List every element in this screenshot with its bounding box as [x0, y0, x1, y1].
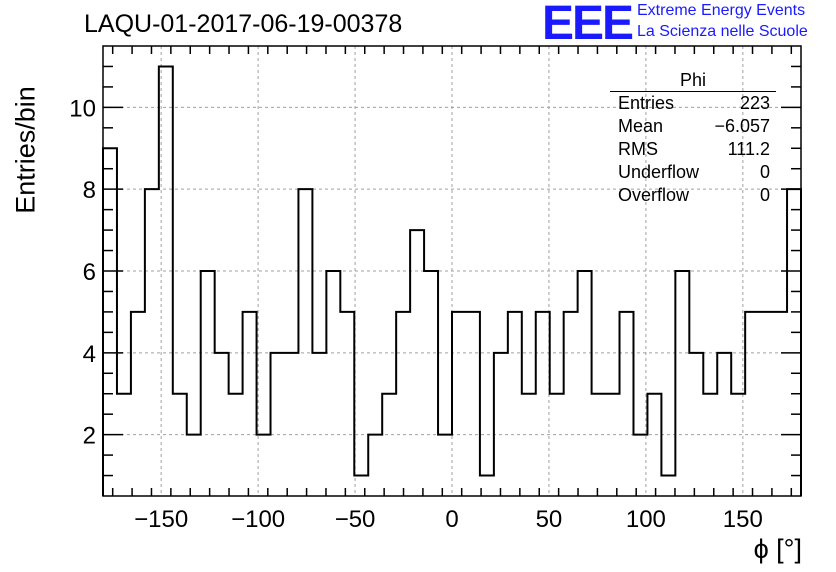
histogram-bin [717, 353, 731, 496]
histogram-bin [703, 394, 717, 496]
histogram-line [102, 65, 802, 496]
histogram-bin [243, 312, 257, 496]
histogram-bin [592, 394, 606, 496]
stats-row-overflow: Overflow 0 [610, 184, 776, 207]
histogram-bin [759, 312, 773, 496]
histogram-bin [159, 66, 173, 496]
histogram-bin [396, 312, 410, 496]
histogram-bin [424, 271, 438, 496]
histogram-series [102, 65, 802, 496]
histogram-bin [354, 476, 368, 496]
histogram-bin [466, 312, 480, 496]
histogram-bin [452, 312, 466, 496]
histogram-bin [284, 353, 298, 496]
stats-label: Overflow [618, 185, 690, 205]
histogram-bin [326, 271, 340, 496]
histogram-bin [201, 271, 215, 496]
histogram-bin [494, 353, 508, 496]
x-tick-label: −50 [335, 506, 376, 533]
histogram-bin [689, 353, 703, 496]
stats-value: 223 [739, 93, 770, 113]
histogram-bin [131, 312, 145, 496]
logo-line-2: La Scienza nelle Scuole [637, 23, 808, 40]
stats-value: 111.2 [727, 139, 770, 159]
histogram-bin [103, 148, 117, 496]
histogram-bin [298, 189, 312, 496]
histogram-bin [787, 189, 801, 496]
histogram-bin [229, 394, 243, 496]
histogram-bin [745, 312, 759, 496]
histogram-bin [550, 394, 564, 496]
stats-box: Phi Entries 223 Mean −6.057 RMS 111.2 Under… [610, 70, 776, 207]
x-tick-label: −150 [134, 506, 188, 533]
eee-logo-mark: EEE [542, 0, 634, 50]
stats-row-rms: RMS 111.2 [610, 138, 776, 161]
y-tick-label: 8 [83, 177, 96, 204]
axis-ticks [103, 46, 801, 496]
stats-label: RMS [618, 139, 658, 159]
x-tick-label: 0 [445, 506, 458, 533]
y-tick-label: 10 [69, 95, 96, 122]
histogram-bin [145, 189, 159, 496]
histogram-bin [773, 312, 787, 496]
histogram-bin [382, 394, 396, 496]
stats-value: −6.057 [714, 116, 770, 136]
stats-label: Mean [618, 116, 664, 136]
histogram-bin [578, 271, 592, 496]
histogram-bin [522, 394, 536, 496]
y-tick-label: 6 [83, 259, 96, 286]
histogram-bin [564, 312, 578, 496]
chart-title: LAQU-01-2017-06-19-00378 [84, 10, 403, 38]
histogram-bin [312, 353, 326, 496]
histogram-bin [215, 353, 229, 496]
x-tick-label: 50 [536, 506, 563, 533]
histogram-bin [187, 435, 201, 496]
histogram-bin [173, 394, 187, 496]
histogram-bin [675, 271, 689, 496]
histogram-bin [508, 312, 522, 496]
histogram-bin [257, 435, 271, 496]
histogram-bin [410, 230, 424, 496]
histogram-bin [368, 435, 382, 496]
histogram-bin [480, 476, 494, 496]
y-tick-label: 2 [83, 423, 96, 450]
histogram-bin [117, 394, 131, 496]
histogram-bin [620, 312, 634, 496]
x-tick-label: 150 [723, 506, 763, 533]
stats-title: Phi [610, 70, 776, 92]
histogram-bin [536, 312, 550, 496]
histogram-bin [731, 394, 745, 496]
axis-tick-labels: −150 −100 −50 0 50 100 150 2 4 6 8 10 [69, 95, 763, 533]
histogram-bin [438, 435, 452, 496]
x-axis-label: ϕ [°] [753, 534, 802, 564]
x-tick-label: 100 [626, 506, 666, 533]
histogram-bin [661, 476, 675, 496]
stats-row-entries: Entries 223 [610, 92, 776, 115]
logo-line-1: Extreme Energy Events [637, 2, 806, 19]
y-tick-label: 4 [83, 341, 96, 368]
histogram-bin [633, 435, 647, 496]
histogram-bin [271, 353, 285, 496]
stats-label: Underflow [618, 162, 700, 182]
stats-row-mean: Mean −6.057 [610, 115, 776, 138]
stats-value: 0 [759, 185, 770, 205]
stats-label: Entries [618, 93, 675, 113]
histogram-bin [647, 394, 661, 496]
x-tick-label: −100 [231, 506, 285, 533]
histogram-bin [606, 394, 620, 496]
stats-value: 0 [759, 162, 770, 182]
histogram-bin [340, 312, 354, 496]
stats-row-underflow: Underflow 0 [610, 161, 776, 184]
